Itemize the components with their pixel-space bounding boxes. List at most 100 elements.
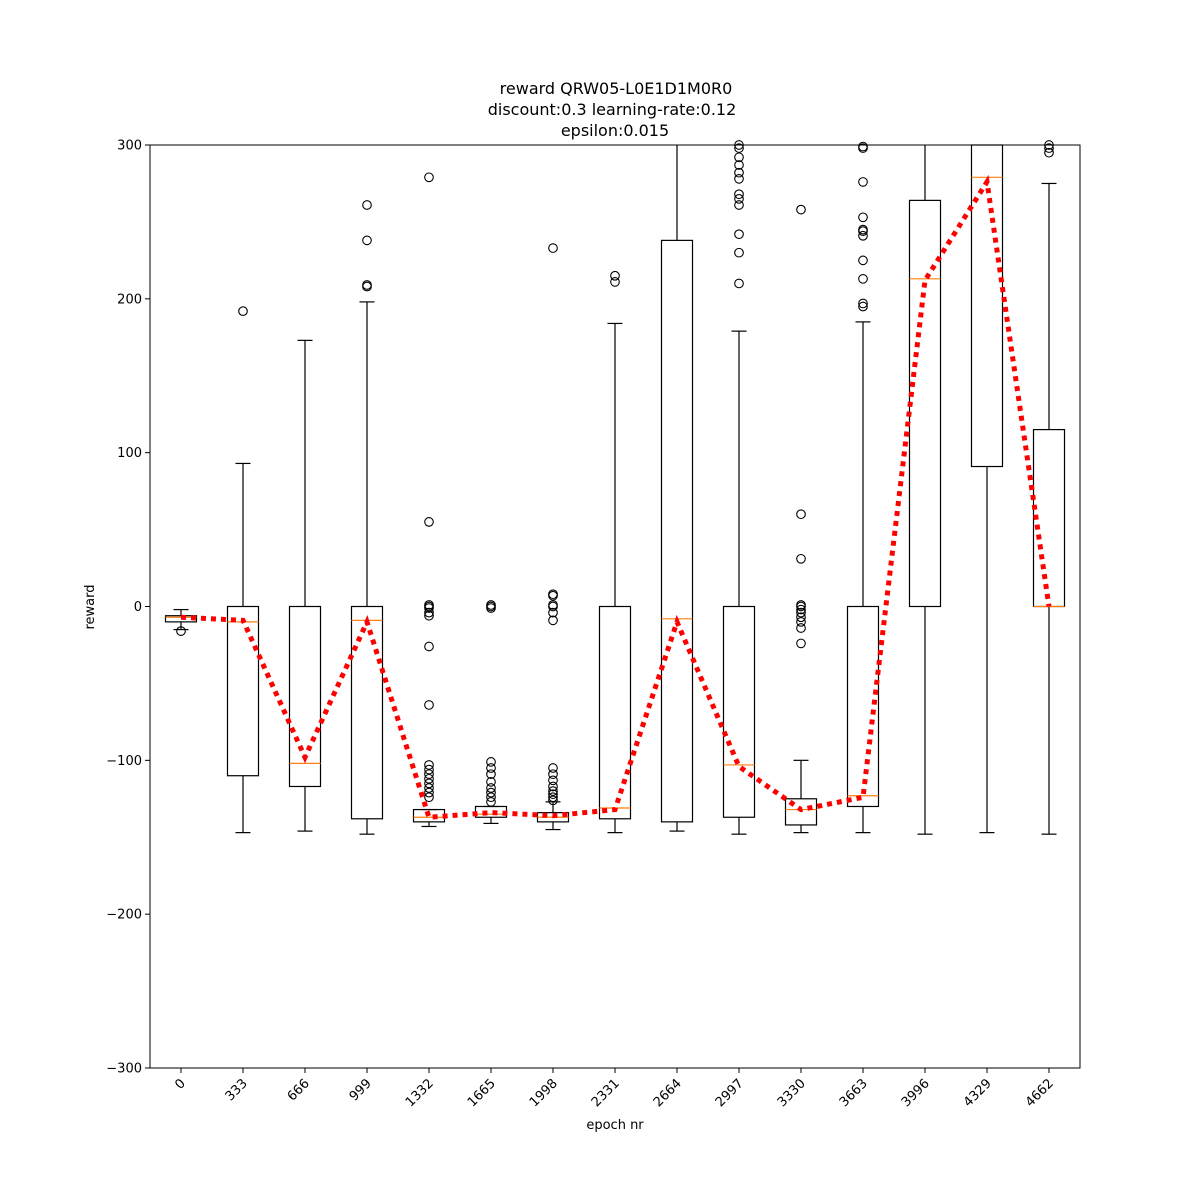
chart-title-line-3: epsilon:0.015 <box>561 121 669 140</box>
outlier-point <box>362 200 372 210</box>
x-tick-label: 2664 <box>651 1076 685 1110</box>
iqr-box <box>846 605 880 808</box>
outlier-point <box>486 600 496 610</box>
y-tick-label: 100 <box>117 446 142 461</box>
outlier-point <box>548 795 558 806</box>
outlier-point <box>858 301 868 312</box>
outlier-point <box>486 792 496 803</box>
x-tick-label: 1998 <box>527 1076 561 1110</box>
box-0 <box>164 608 198 636</box>
x-tick-label: 4662 <box>1023 1076 1057 1110</box>
iqr-box <box>598 605 632 820</box>
outlier-point <box>734 143 744 153</box>
outlier-point <box>548 781 558 792</box>
x-tick-label: 999 <box>347 1076 375 1104</box>
outlier-point <box>424 769 434 780</box>
x-tick-label: 3996 <box>899 1076 933 1110</box>
outlier-point <box>796 604 806 615</box>
box-4662 <box>1032 140 1066 835</box>
outlier-point <box>548 607 558 618</box>
iqr-box <box>288 605 322 788</box>
x-tick-label: 2331 <box>589 1076 623 1110</box>
outlier-point <box>734 229 744 240</box>
outlier-point <box>796 601 806 612</box>
outlier-point <box>424 783 434 793</box>
outlier-point <box>734 152 744 163</box>
outlier-point <box>734 193 744 204</box>
outlier-point <box>486 797 496 807</box>
outlier-point <box>548 786 558 796</box>
outlier-point <box>1044 147 1054 158</box>
outlier-point <box>734 200 744 210</box>
box-2997 <box>722 140 756 835</box>
outlier-point <box>858 177 868 187</box>
chart-title-line-1: reward QRW05-L0E1D1M0R0 <box>500 79 733 98</box>
outlier-point <box>424 610 434 621</box>
outlier-point <box>424 600 434 610</box>
box-2664 <box>660 145 694 832</box>
box-1998 <box>536 243 570 831</box>
x-tick-label: 3330 <box>775 1076 809 1110</box>
outlier-point <box>734 278 744 289</box>
outlier-point <box>858 226 868 236</box>
outlier-point <box>796 607 806 618</box>
outlier-point <box>734 160 744 170</box>
outlier-point <box>1044 143 1054 153</box>
outlier-point <box>796 638 806 649</box>
y-tick-label: −200 <box>106 908 142 923</box>
iqr-box <box>226 605 260 777</box>
outlier-point <box>796 623 806 633</box>
box-3330 <box>784 204 818 834</box>
box-3996 <box>908 145 942 835</box>
x-tick-label: 1332 <box>403 1076 437 1110</box>
box-1332 <box>412 172 446 828</box>
outlier-point <box>548 792 558 803</box>
outlier-point <box>424 787 434 798</box>
outlier-point <box>610 277 620 287</box>
box-3663 <box>846 141 880 834</box>
outlier-point <box>486 777 496 787</box>
iqr-box <box>350 605 384 820</box>
outlier-point <box>424 641 434 652</box>
x-tick-label: 3663 <box>837 1076 871 1110</box>
outlier-point <box>176 626 186 636</box>
chart-title-line-2: discount:0.3 learning-rate:0.12 <box>488 100 737 119</box>
x-axis-label: epoch nr <box>586 1118 644 1133</box>
outlier-point <box>548 769 558 780</box>
outlier-point <box>486 769 496 780</box>
outlier-point <box>796 509 806 520</box>
outlier-point <box>610 270 620 281</box>
outlier-point <box>796 617 806 627</box>
box-1665 <box>474 600 508 825</box>
y-tick-label: 200 <box>117 292 142 307</box>
iqr-box <box>908 199 942 608</box>
outlier-point <box>486 787 496 798</box>
outlier-point <box>424 517 434 527</box>
outlier-point <box>734 189 744 200</box>
box-333 <box>226 306 260 834</box>
outlier-point <box>486 763 496 773</box>
outlier-point <box>486 783 496 793</box>
outlier-point <box>548 601 558 612</box>
outlier-point <box>858 230 868 241</box>
x-tick-label: 0 <box>172 1076 188 1092</box>
outlier-point <box>424 792 434 803</box>
outlier-point <box>548 243 558 253</box>
outlier-point <box>858 255 868 266</box>
iqr-box <box>164 615 198 623</box>
outlier-point <box>734 167 744 178</box>
outlier-point <box>858 143 868 153</box>
outlier-point <box>796 612 806 623</box>
outlier-point <box>424 760 434 770</box>
y-tick-label: 300 <box>117 139 142 154</box>
x-tick-label: 1665 <box>465 1076 499 1110</box>
x-tick-label: 4329 <box>961 1076 995 1110</box>
outlier-point <box>486 757 496 767</box>
outlier-point <box>796 553 806 564</box>
outlier-point <box>424 773 434 784</box>
outlier-point <box>424 764 434 775</box>
outlier-point <box>734 247 744 258</box>
y-axis-label: reward <box>83 584 98 629</box>
iqr-box <box>722 605 756 818</box>
